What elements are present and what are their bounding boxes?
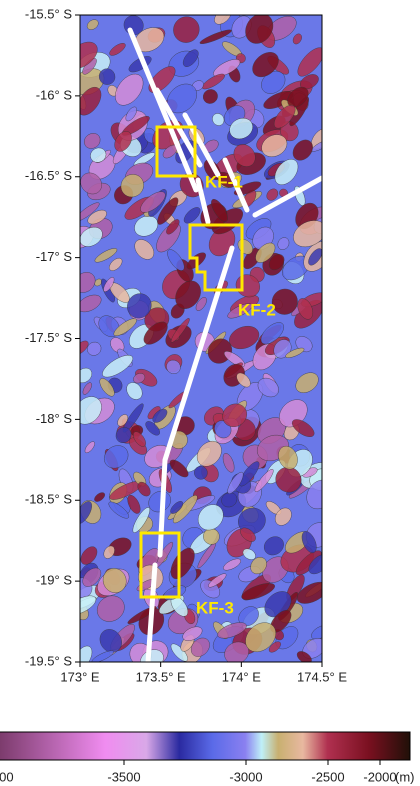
figure: KF-1 KF-2 KF-3 (m) -15.5° S -16° S -16.5° … (0, 0, 420, 786)
x-tick-label: 173.5° E (136, 669, 186, 684)
page: {"map": { "xlim": [173, 174.5], "ylim": … (0, 0, 420, 786)
y-tick-label: -19.5° S (25, 653, 72, 668)
y-tick-label: -19° S (36, 573, 73, 588)
colorbar-label: -4000 (0, 769, 14, 784)
y-tick-label: -15.5° S (25, 6, 72, 21)
y-tick-label: -17.5° S (25, 330, 72, 345)
colorbar-unit: (m) (395, 769, 415, 784)
y-tick-label: -18° S (36, 411, 73, 426)
colorbar-label: -2000 (363, 769, 396, 784)
colorbar-label: -3500 (107, 769, 140, 784)
colorbar-label: -3000 (229, 769, 262, 784)
colorbar-label: -2500 (311, 769, 344, 784)
y-tick-label: -18.5° S (25, 492, 72, 507)
y-tick-label: -17° S (36, 249, 73, 264)
annotation: KF-2 (238, 300, 276, 319)
y-tick-label: -16.5° S (25, 168, 72, 183)
y-tick-label: -16° S (36, 87, 73, 102)
annotation: KF-1 (205, 172, 243, 191)
colorbar (0, 732, 410, 760)
x-tick-label: 174.5° E (297, 669, 347, 684)
x-tick-label: 174° E (222, 669, 262, 684)
annotation: KF-3 (196, 598, 234, 617)
x-tick-label: 173° E (60, 669, 100, 684)
